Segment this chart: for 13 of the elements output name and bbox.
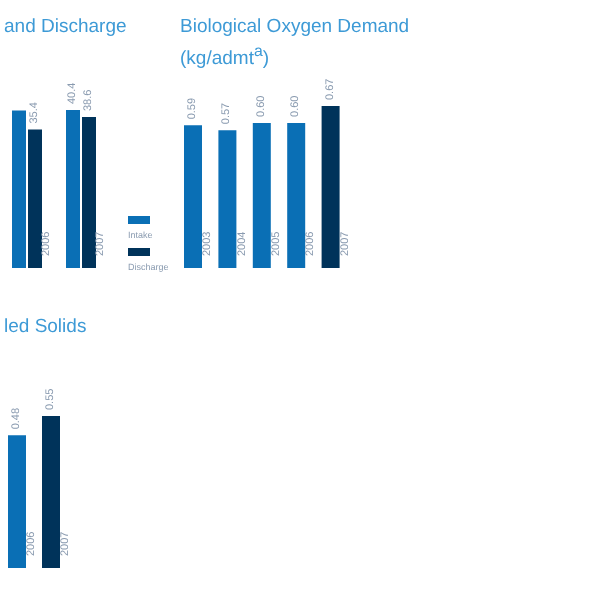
bar xyxy=(28,129,42,268)
chart-title: and Discharge xyxy=(4,16,127,40)
bar xyxy=(252,122,271,268)
bar xyxy=(66,110,80,268)
chart-title: led Solids xyxy=(4,316,87,340)
bar xyxy=(12,110,26,268)
bar xyxy=(82,117,96,268)
bar xyxy=(218,130,237,268)
bar xyxy=(184,125,202,268)
bar xyxy=(287,122,306,268)
bar xyxy=(321,106,340,268)
chart-title: Biological Oxygen Demand xyxy=(180,16,410,40)
chart-subtitle: (kg/admt$^{a}$) xyxy=(180,40,272,73)
